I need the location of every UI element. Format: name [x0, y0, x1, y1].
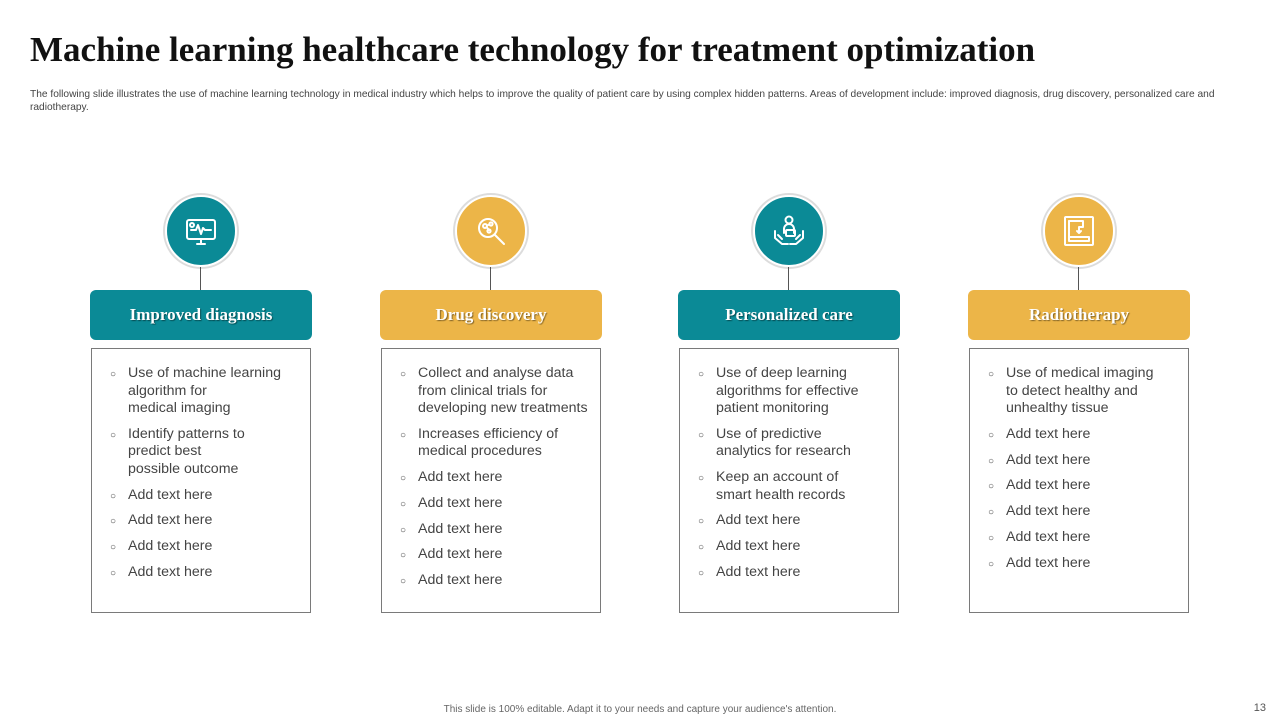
- bullet-icon: ○: [400, 550, 407, 562]
- monitor-heartbeat-icon: [165, 195, 237, 267]
- list-item: ○ Add text here: [698, 564, 892, 582]
- list-item: ○ Use of machine learning algorithm for m…: [110, 365, 281, 416]
- bullet-icon: ○: [988, 507, 995, 519]
- column-content: ○ Collect and analyse data from clinical …: [381, 348, 601, 613]
- list-item: ○ Add text here: [110, 538, 304, 556]
- bullet-icon: ○: [988, 429, 995, 441]
- bullet-icon: ○: [110, 542, 117, 554]
- column-content: ○ Use of deep learning algorithms for eff…: [679, 348, 899, 613]
- column-heading: Personalized care: [678, 290, 900, 340]
- list-item: ○ Keep an account of smart health records: [698, 469, 846, 503]
- list-item: ○ Collect and analyse data from clinical …: [400, 365, 588, 416]
- list-item: ○ Add text here: [110, 487, 304, 505]
- bullet-icon: ○: [110, 516, 117, 528]
- bullet-icon: ○: [988, 481, 995, 493]
- list-item: ○ Add text here: [110, 512, 304, 530]
- list-item: ○ Increases efficiency of medical procedu…: [400, 425, 559, 460]
- list-item: ○ Use of medical imaging to detect health…: [988, 365, 1154, 416]
- bullet-icon: ○: [110, 369, 117, 380]
- bullet-icon: ○: [698, 429, 705, 441]
- bullet-icon: ○: [110, 429, 117, 441]
- hands-care-person-icon: [753, 195, 825, 267]
- bullet-icon: ○: [988, 369, 995, 380]
- column-radiotherapy: Radiotherapy ○ Use of medical imaging to …: [968, 195, 1190, 615]
- list-item: ○ Add text here: [988, 503, 1182, 521]
- radiotherapy-machine-icon: [1043, 195, 1115, 267]
- bullet-icon: ○: [988, 532, 995, 544]
- slide-subtitle: The following slide illustrates the use …: [30, 89, 1215, 113]
- bullet-icon: ○: [698, 567, 705, 579]
- bullet-icon: ○: [400, 576, 407, 588]
- bullet-icon: ○: [400, 369, 407, 380]
- list-item: ○ Add text here: [400, 495, 594, 513]
- slide-footer: This slide is 100% editable. Adapt it to…: [443, 704, 837, 715]
- list-item: ○ Add text here: [988, 452, 1182, 470]
- column-drug-discovery: Drug discovery ○ Collect and analyse data…: [380, 195, 602, 615]
- list-item: ○ Add text here: [988, 426, 1182, 444]
- list-item: ○ Use of predictive analytics for researc…: [698, 425, 851, 460]
- list-item: ○ Add text here: [698, 538, 892, 556]
- connector-line: [1078, 267, 1079, 290]
- bullet-icon: ○: [988, 455, 995, 467]
- bullet-icon: ○: [110, 490, 117, 502]
- bullet-icon: ○: [110, 567, 117, 579]
- magnifier-molecule-icon: [455, 195, 527, 267]
- bullet-icon: ○: [400, 524, 407, 536]
- list-item: ○ Use of deep learning algorithms for eff…: [698, 365, 859, 416]
- bullet-icon: ○: [698, 369, 705, 380]
- column-content: ○ Use of medical imaging to detect health…: [969, 348, 1189, 613]
- list-item: ○ Add text here: [988, 477, 1182, 495]
- bullet-icon: ○: [400, 429, 407, 441]
- bullet-icon: ○: [988, 558, 995, 570]
- list-item: ○ Identify patterns to predict best possi…: [110, 425, 245, 477]
- bullet-icon: ○: [400, 473, 407, 485]
- list-item: ○ Add text here: [400, 469, 594, 487]
- list-item: ○ Add text here: [400, 546, 594, 564]
- column-personalized-care: Personalized care ○ Use of deep learning …: [678, 195, 900, 615]
- connector-line: [490, 267, 491, 290]
- column-heading: Drug discovery: [380, 290, 602, 340]
- connector-line: [200, 267, 201, 290]
- column-heading: Radiotherapy: [968, 290, 1190, 340]
- list-item: ○ Add text here: [698, 512, 892, 530]
- bullet-icon: ○: [400, 498, 407, 510]
- column-content: ○ Use of machine learning algorithm for m…: [91, 348, 311, 613]
- slide-title: Machine learning healthcare technology f…: [30, 30, 1036, 69]
- list-item: ○ Add text here: [988, 555, 1182, 573]
- bullet-icon: ○: [698, 516, 705, 528]
- list-item: ○ Add text here: [400, 521, 594, 539]
- column-improved-diagnosis: Improved diagnosis ○ Use of machine learn…: [90, 195, 312, 615]
- bullet-icon: ○: [698, 542, 705, 554]
- column-heading: Improved diagnosis: [90, 290, 312, 340]
- connector-line: [788, 267, 789, 290]
- list-item: ○ Add text here: [110, 564, 304, 582]
- list-item: ○ Add text here: [988, 529, 1182, 547]
- bullet-icon: ○: [698, 473, 705, 485]
- list-item: ○ Add text here: [400, 572, 594, 590]
- page-number: 13: [1253, 702, 1266, 714]
